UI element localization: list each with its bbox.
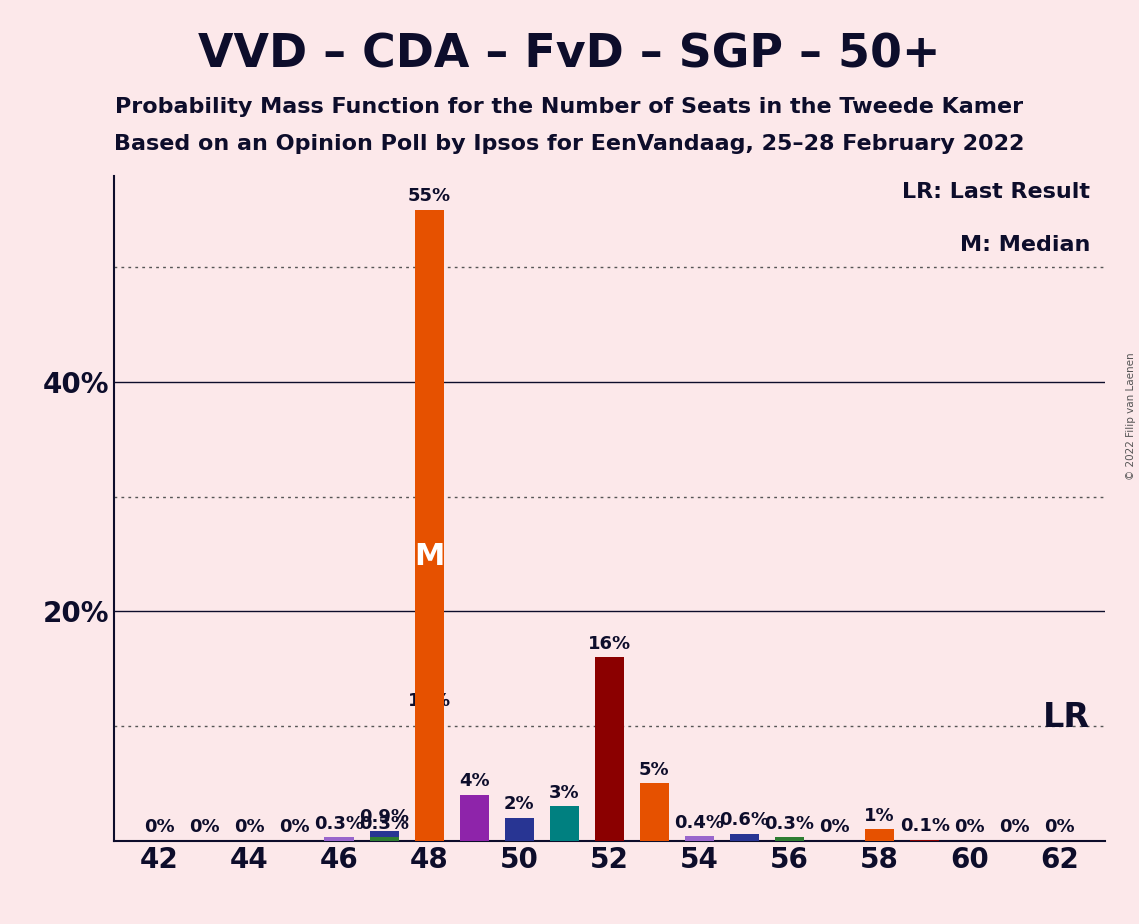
Bar <box>505 818 534 841</box>
Text: 0%: 0% <box>279 819 310 836</box>
Text: 0.4%: 0.4% <box>674 814 724 832</box>
Text: M: M <box>413 542 444 571</box>
Text: 11%: 11% <box>408 692 451 710</box>
Text: 5%: 5% <box>639 760 670 779</box>
Text: 0.3%: 0.3% <box>764 815 814 833</box>
Bar <box>325 837 354 841</box>
Text: 55%: 55% <box>408 188 451 205</box>
Text: 0.3%: 0.3% <box>359 815 409 833</box>
Bar <box>730 834 759 841</box>
Text: 0%: 0% <box>1044 819 1075 836</box>
Text: 0%: 0% <box>819 819 850 836</box>
Bar <box>415 714 444 841</box>
Text: 2%: 2% <box>503 796 534 813</box>
Bar <box>369 831 399 841</box>
Text: 0%: 0% <box>954 819 985 836</box>
Bar <box>865 830 894 841</box>
Text: LR: Last Result: LR: Last Result <box>902 182 1090 202</box>
Text: 0.1%: 0.1% <box>900 817 950 835</box>
Bar <box>595 657 624 841</box>
Text: 0.6%: 0.6% <box>720 811 770 830</box>
Text: Based on an Opinion Poll by Ipsos for EenVandaag, 25–28 February 2022: Based on an Opinion Poll by Ipsos for Ee… <box>114 134 1025 154</box>
Text: 4%: 4% <box>459 772 490 790</box>
Text: 0%: 0% <box>233 819 264 836</box>
Text: VVD – CDA – FvD – SGP – 50+: VVD – CDA – FvD – SGP – 50+ <box>198 32 941 78</box>
Bar <box>910 840 940 841</box>
Bar <box>640 784 669 841</box>
Text: 0%: 0% <box>999 819 1030 836</box>
Bar <box>369 837 399 841</box>
Text: 0%: 0% <box>144 819 174 836</box>
Bar <box>685 836 714 841</box>
Bar <box>460 795 489 841</box>
Text: 0%: 0% <box>189 819 220 836</box>
Text: 0.3%: 0.3% <box>314 815 364 833</box>
Bar <box>550 807 579 841</box>
Text: LR: LR <box>1043 701 1090 735</box>
Text: M: Median: M: Median <box>959 236 1090 255</box>
Text: © 2022 Filip van Laenen: © 2022 Filip van Laenen <box>1126 352 1136 480</box>
Text: 1%: 1% <box>865 807 895 825</box>
Text: Probability Mass Function for the Number of Seats in the Tweede Kamer: Probability Mass Function for the Number… <box>115 97 1024 117</box>
Text: 0.9%: 0.9% <box>359 808 409 826</box>
Bar <box>415 210 444 841</box>
Text: 3%: 3% <box>549 784 580 802</box>
Text: 16%: 16% <box>588 635 631 652</box>
Bar <box>775 837 804 841</box>
